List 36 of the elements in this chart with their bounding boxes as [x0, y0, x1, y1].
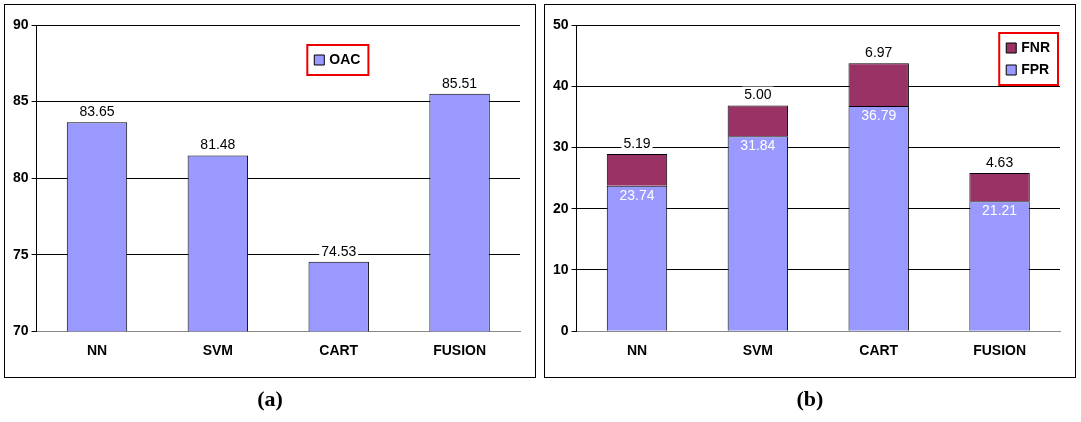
y-tick-label: 75 [12, 245, 29, 262]
y-tick-label: 40 [552, 77, 569, 94]
y-tick-label: 90 [12, 15, 29, 32]
y-tick-label: 20 [552, 199, 569, 216]
y-tick-label: 0 [560, 322, 569, 339]
data-label: 83.65 [79, 103, 115, 120]
text: (a) [256, 386, 284, 412]
legend-label: FPR [1021, 60, 1050, 77]
legend-label: OAC [329, 50, 361, 67]
data-label: 36.79 [861, 106, 897, 123]
x-tick-label: NN [626, 342, 648, 359]
y-tick-label: 80 [12, 168, 29, 185]
data-label: 4.63 [985, 153, 1014, 170]
data-label: 85.51 [442, 74, 478, 91]
y-tick-label: 50 [552, 15, 569, 32]
x-tick-label: SVM [202, 342, 234, 359]
x-tick-label: SVM [742, 342, 774, 359]
y-tick-label: 30 [552, 138, 569, 155]
legend-label: FNR [1021, 38, 1051, 55]
y-tick-label: 85 [12, 92, 29, 109]
data-label: 74.53 [321, 242, 357, 259]
data-label: 21.21 [982, 202, 1018, 219]
x-tick-label: CART [319, 342, 359, 359]
data-label: 5.19 [623, 134, 651, 151]
y-tick-label: 10 [552, 260, 569, 277]
x-tick-label: CART [859, 342, 899, 359]
data-label: 31.84 [740, 137, 776, 154]
y-tick-label: 70 [12, 322, 29, 339]
data-label: 5.00 [744, 86, 772, 103]
x-tick-label: NN [86, 342, 108, 359]
x-tick-label: FUSION [433, 342, 487, 359]
data-label: 81.48 [200, 136, 236, 153]
text: (b) [795, 386, 825, 412]
x-tick-label: FUSION [973, 342, 1027, 359]
data-label: 6.97 [865, 44, 893, 61]
data-label: 23.74 [619, 186, 655, 203]
